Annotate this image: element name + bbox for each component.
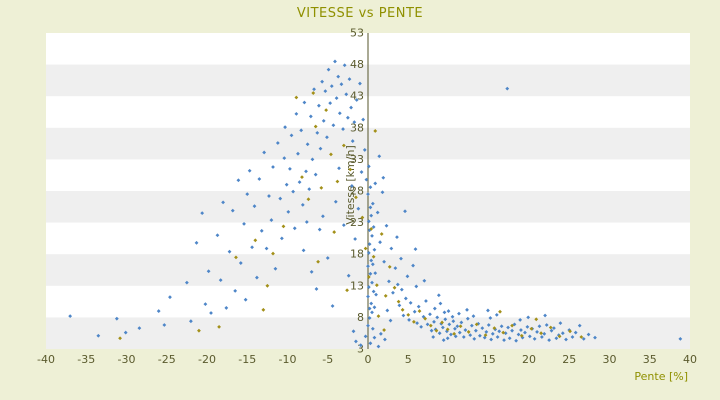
y-tick-label: 13	[350, 279, 364, 292]
y-tick-label: 33	[350, 153, 364, 166]
x-tick-label: -15	[238, 353, 256, 366]
y-tick-label: 53	[350, 27, 364, 40]
x-tick-label: 10	[442, 353, 456, 366]
y-axis-title: Vitesse [km/h]	[344, 145, 357, 225]
y-tick-label: 18	[350, 248, 364, 261]
x-tick-label: 20	[522, 353, 536, 366]
y-tick-label: 3	[357, 343, 364, 356]
y-tick-label: 43	[350, 90, 364, 103]
chart-title: VITESSE vs PENTE	[296, 6, 424, 21]
x-tick-label: 25	[562, 353, 576, 366]
x-tick-label: 40	[683, 353, 697, 366]
x-tick-label: -25	[158, 353, 176, 366]
x-tick-label: -35	[77, 353, 95, 366]
x-tick-label: 0	[365, 353, 372, 366]
x-tick-label: -20	[198, 353, 216, 366]
x-tick-label: -40	[37, 353, 55, 366]
y-tick-label: 23	[350, 216, 364, 229]
x-tick-label: -30	[118, 353, 136, 366]
x-tick-label: 35	[643, 353, 657, 366]
x-tick-label: 15	[482, 353, 496, 366]
y-tick-label: 8	[357, 311, 364, 324]
y-tick-label: 28	[350, 185, 364, 198]
x-tick-label: 30	[603, 353, 617, 366]
x-tick-label: -5	[322, 353, 333, 366]
x-tick-label: -10	[279, 353, 297, 366]
y-tick-label: 38	[350, 121, 364, 134]
x-tick-label: 5	[405, 353, 412, 366]
x-axis-title: Pente [%]	[634, 370, 688, 383]
y-tick-label: 48	[350, 58, 364, 71]
